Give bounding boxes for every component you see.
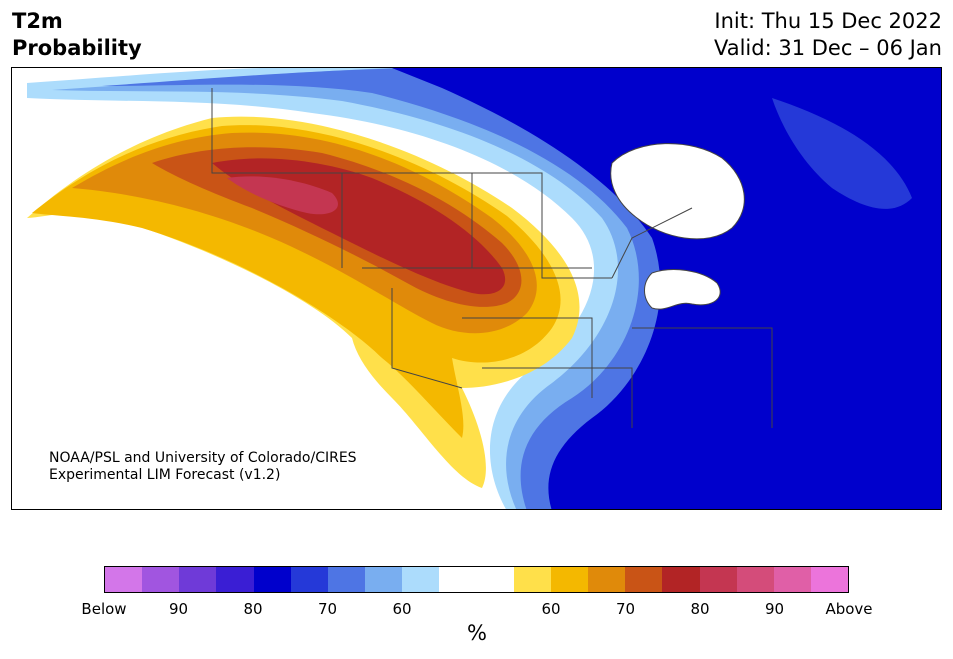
colorbar-swatch <box>736 567 774 592</box>
colorbar-unit: % <box>467 621 487 645</box>
colorbar-tick-label: Above <box>825 600 873 618</box>
colorbar-tick-label: 90 <box>168 600 189 618</box>
colorbar-swatch <box>402 567 440 592</box>
colorbar-tick-label: 80 <box>243 600 263 618</box>
forecast-dates: Init: Thu 15 Dec 2022 Valid: 31 Dec – 06… <box>714 8 942 62</box>
colorbar-tick-label: 60 <box>541 600 561 618</box>
great-lakes <box>644 269 721 310</box>
colorbar-swatch <box>773 567 811 592</box>
colorbar-swatch <box>662 567 700 592</box>
colorbar-tick-label: 70 <box>317 600 338 618</box>
credit-line-1: NOAA/PSL and University of Colorado/CIRE… <box>49 450 357 466</box>
colorbar-tick-label: 60 <box>392 600 412 618</box>
colorbar-swatch <box>105 567 143 592</box>
colorbar-swatch <box>476 567 514 592</box>
colorbar-swatch <box>179 567 217 592</box>
colorbar-swatch <box>253 567 291 592</box>
colorbar-tick-label: 90 <box>764 600 785 618</box>
colorbar-swatch <box>550 567 589 592</box>
colorbar-swatch <box>513 567 551 592</box>
colorbar-swatch <box>142 567 180 592</box>
map-title: T2m Probability <box>12 8 142 62</box>
variable-label: T2m <box>12 9 63 33</box>
colorbar-swatch <box>327 567 366 592</box>
valid-range: Valid: 31 Dec – 06 Jan <box>713 36 942 60</box>
colorbar-swatch <box>216 567 254 592</box>
map-canvas <box>27 68 941 509</box>
colorbar-swatch <box>290 567 328 592</box>
colorbar-tick-label: 80 <box>690 600 710 618</box>
colorbar-swatch <box>365 567 403 592</box>
colorbar-swatch <box>699 567 737 592</box>
colorbar-swatch <box>625 567 663 592</box>
quantity-label: Probability <box>12 36 142 60</box>
region-below-extreme <box>772 98 912 209</box>
colorbar <box>104 566 849 593</box>
colorbar-swatch <box>439 567 477 592</box>
colorbar-swatch <box>810 567 849 592</box>
state-borders <box>211 88 773 428</box>
colorbar-tick-label: Below <box>81 600 127 618</box>
hudson-bay <box>610 143 745 240</box>
credit-line-2: Experimental LIM Forecast (v1.2) <box>49 467 281 483</box>
map-credit: NOAA/PSL and University of Colorado/CIRE… <box>49 450 357 484</box>
init-date: Init: Thu 15 Dec 2022 <box>714 9 942 33</box>
region-above-max <box>227 176 338 215</box>
colorbar-tick-label: 70 <box>615 600 636 618</box>
colorbar-swatch <box>588 567 626 592</box>
probability-map <box>11 67 942 510</box>
